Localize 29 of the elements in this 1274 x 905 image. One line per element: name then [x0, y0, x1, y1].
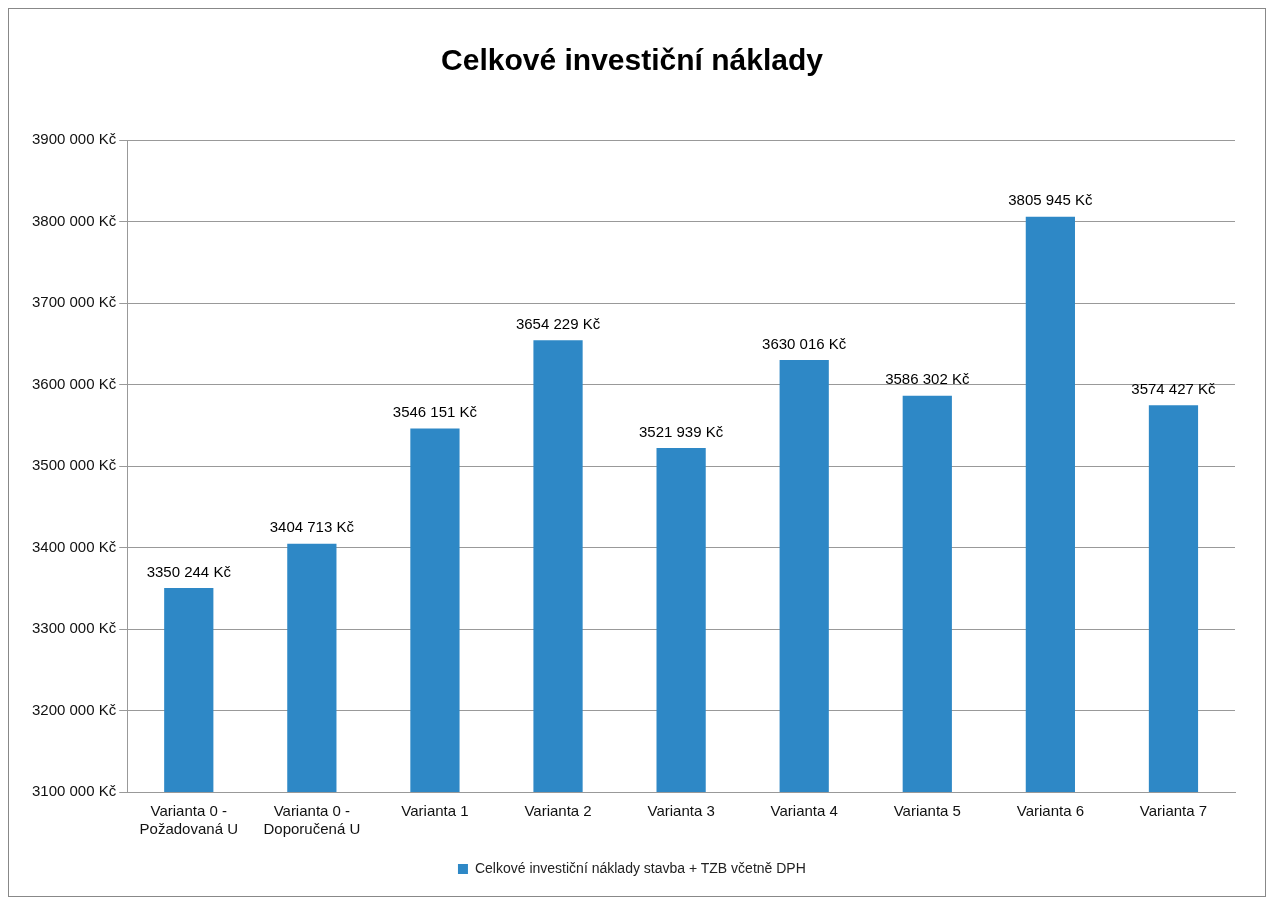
x-tick-label: Varianta 6	[1016, 802, 1085, 820]
y-tick-label: 3300 000 Kč	[31, 619, 117, 637]
legend-label: Celkové investiční náklady stavba + TZB včetně DPH	[474, 859, 806, 876]
data-label: 3586 302 Kč	[885, 370, 970, 388]
data-label: 3574 427 Kč	[1131, 379, 1217, 397]
y-tick-label: 3700 000 Kč	[31, 293, 117, 311]
data-label: 3546 151 Kč	[392, 403, 478, 421]
data-label: 3630 016 Kč	[762, 334, 847, 352]
x-tick-label: Varianta 0 - Požadovaná U	[139, 802, 238, 838]
data-label: 3521 939 Kč	[638, 422, 724, 440]
chart-title: Celkové investiční náklady	[441, 43, 824, 77]
data-label: 3654 229 Kč	[515, 314, 601, 332]
y-tick-label: 3400 000 Kč	[31, 537, 117, 555]
x-tick-label: Varianta 7	[1139, 802, 1208, 820]
y-tick-label: 3100 000 Kč	[31, 782, 117, 800]
x-tick-label: Varianta 3	[647, 802, 715, 820]
y-tick-label: 3800 000 Kč	[31, 211, 117, 229]
x-tick-label: Varianta 4	[770, 802, 838, 820]
data-label: 3404 713 Kč	[269, 518, 355, 536]
x-tick-label: Varianta 0 - Doporučená U	[263, 802, 361, 838]
data-label: 3350 244 Kč	[146, 562, 232, 580]
y-tick-label: 3600 000 Kč	[31, 374, 117, 392]
y-tick-label: 3500 000 Kč	[31, 456, 117, 474]
x-tick-label: Varianta 5	[893, 802, 961, 820]
y-tick-label: 3200 000 Kč	[31, 700, 117, 718]
y-tick-label: 3900 000 Kč	[31, 130, 117, 148]
data-label: 3805 945 Kč	[1008, 191, 1093, 209]
x-tick-label: Varianta 2	[524, 802, 592, 820]
x-tick-label: Varianta 1	[401, 802, 469, 820]
